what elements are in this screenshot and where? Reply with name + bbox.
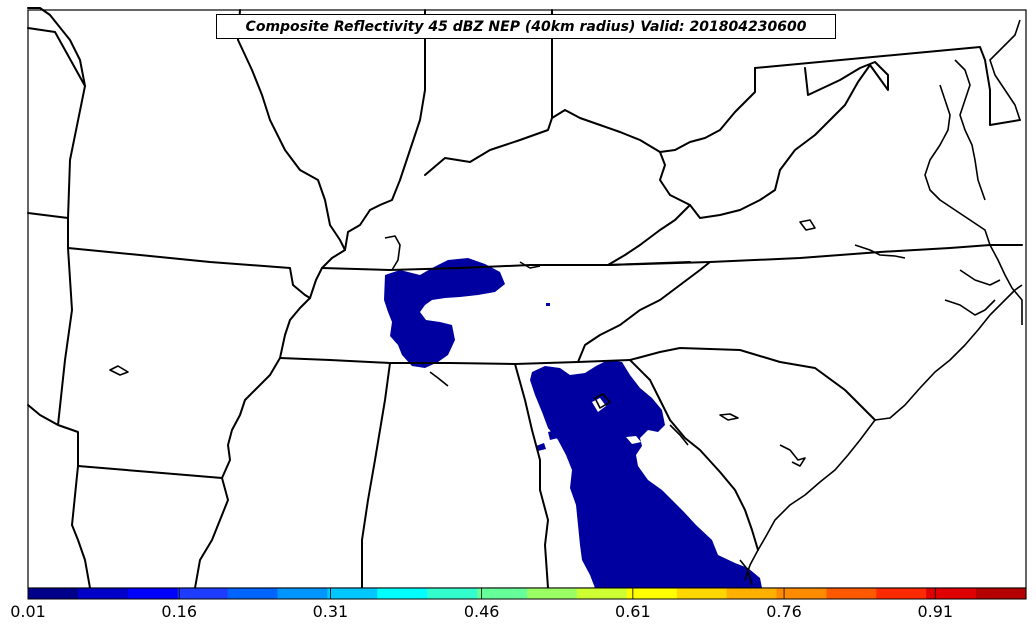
colorbar-segment [876,588,927,599]
colorbar-segment [28,588,79,599]
colorbar-tick-label: 0.01 [10,602,46,621]
probability-area-small-west [548,430,558,440]
colorbar-segment [576,588,628,599]
colorbar-segment [626,588,678,599]
colorbar-segment [826,588,877,599]
colorbar-segment [926,588,977,599]
colorbar-segment [327,588,378,599]
probability-area-tennessee [384,258,505,368]
colorbar-tick-label: 0.61 [615,602,651,621]
colorbar-tick-label: 0.76 [766,602,802,621]
probability-area-speck [536,443,546,451]
colorbar-tick-label: 0.46 [463,602,500,621]
colorbar-segment [477,588,528,599]
colorbar-segment [127,588,179,599]
colorbar-segment [227,588,279,599]
probability-area-small-dot [546,303,550,306]
colorbar-tick-label: 0.91 [917,602,954,621]
colorbar-segment [77,588,129,599]
colorbar-segment [177,588,229,599]
coastline [109,19,1023,586]
colorbar-segment [427,588,478,599]
colorbar-segment [776,588,827,599]
colorbar-segment [377,588,428,599]
colorbar-border [27,587,1027,600]
colorbar-segment [277,588,328,599]
colorbar-segment [676,588,728,599]
colorbar-tick-label: 0.31 [312,602,349,621]
probability-areas [384,258,762,588]
probability-area-georgia [530,360,762,588]
colorbar-segment [527,588,578,599]
map-title: Composite Reflectivity 45 dBZ NEP (40km … [216,14,836,39]
colorbar-segment [976,588,1027,599]
colorbar-tick-label: 0.16 [161,602,198,621]
map-panel [27,7,1027,589]
colorbar-segment [726,588,778,599]
colorbar [27,588,1027,599]
